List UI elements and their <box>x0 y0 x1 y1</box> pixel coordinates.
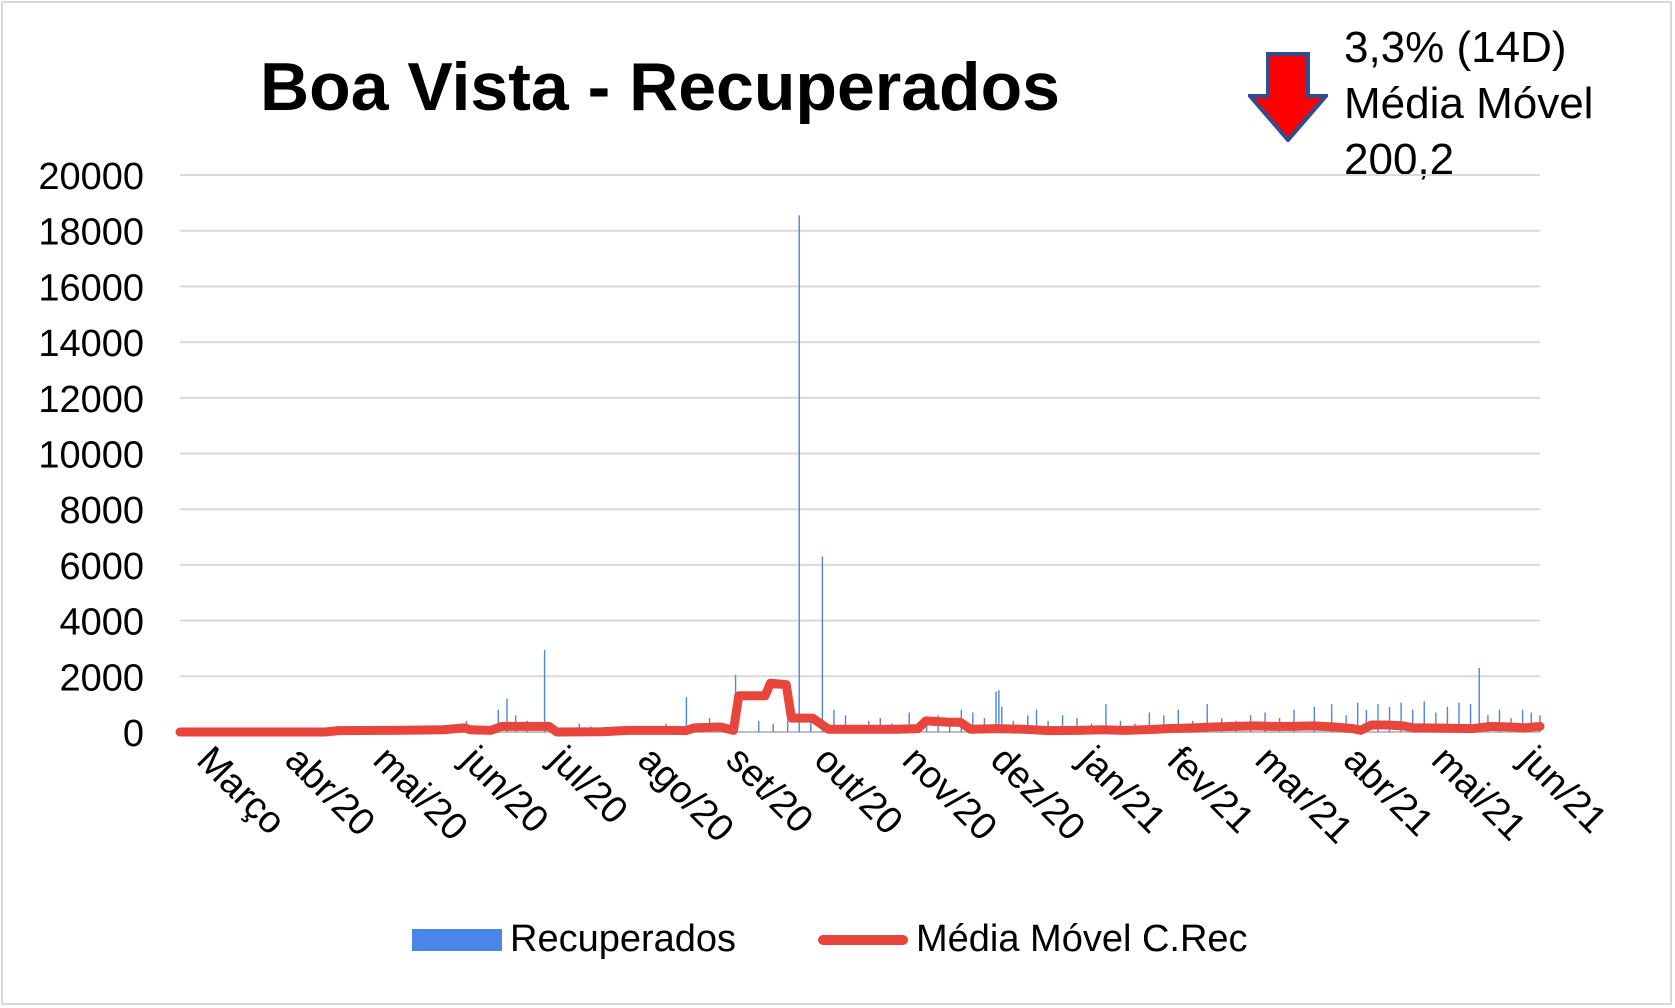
bar-recuperados <box>1377 704 1379 732</box>
x-tick-label: abr/20 <box>277 739 383 845</box>
x-tick-label: Março <box>189 739 293 843</box>
x-tick-label: nov/20 <box>894 739 1004 849</box>
recuperados-bars <box>347 215 1541 732</box>
y-tick-label: 18000 <box>38 212 144 254</box>
bar-recuperados <box>998 690 1000 732</box>
bar-recuperados <box>1446 706 1449 732</box>
y-tick-label: 14000 <box>38 323 144 365</box>
bar-recuperados <box>1400 702 1402 732</box>
y-tick-label: 8000 <box>59 490 144 532</box>
x-tick-label: out/20 <box>806 739 910 843</box>
bar-recuperados <box>833 709 835 732</box>
bar-recuperados <box>821 556 824 732</box>
bar-recuperados <box>1388 706 1391 732</box>
bar-recuperados <box>1469 704 1472 732</box>
legend-swatch-line <box>818 934 908 945</box>
bar-recuperados <box>1061 715 1064 732</box>
bar-recuperados <box>1027 715 1029 732</box>
x-tick-label: fev/21 <box>1159 739 1262 842</box>
bar-recuperados <box>1076 718 1078 732</box>
bar-recuperados <box>1293 709 1295 732</box>
gridlines <box>180 174 1540 733</box>
bar-recuperados <box>506 698 508 732</box>
legend: Recuperados Média Móvel C.Rec <box>0 918 1675 968</box>
y-tick-label: 0 <box>123 713 144 755</box>
y-axis-ticks: 0 2000 4000 6000 8000 10000 12000 14000 16000 180… <box>38 156 144 755</box>
x-tick-label: jul/20 <box>541 738 636 833</box>
legend-label-media-movel: Média Móvel C.Rec <box>916 918 1248 960</box>
bar-recuperados <box>1163 715 1165 732</box>
bar-recuperados <box>1357 702 1359 732</box>
x-tick-label: mar/21 <box>1247 739 1360 852</box>
chart-title: Boa Vista - Recuperados <box>260 49 1060 125</box>
x-tick-label: ago/20 <box>630 739 742 851</box>
bar-recuperados <box>772 723 774 732</box>
x-tick-label: mai/20 <box>365 739 475 849</box>
bar-recuperados <box>1423 701 1425 732</box>
bar-recuperados <box>1148 712 1151 732</box>
bar-recuperados <box>497 709 499 732</box>
y-tick-label: 12000 <box>38 379 144 421</box>
x-tick-label: dez/20 <box>982 739 1092 849</box>
bar-recuperados <box>908 712 910 732</box>
y-tick-label: 4000 <box>59 602 144 644</box>
bar-recuperados <box>1313 706 1315 732</box>
bar-recuperados <box>1411 709 1414 732</box>
down-arrow-icon <box>1248 52 1328 142</box>
bar-recuperados <box>810 718 812 732</box>
bar-recuperados <box>1105 704 1107 732</box>
bar-recuperados <box>1330 704 1333 732</box>
y-tick-label: 20000 <box>38 156 144 198</box>
y-tick-label: 10000 <box>38 435 144 477</box>
y-tick-label: 16000 <box>38 267 144 309</box>
bar-recuperados <box>972 712 974 732</box>
bar-recuperados <box>1206 704 1208 732</box>
bar-recuperados <box>1478 667 1480 732</box>
y-tick-label: 2000 <box>59 657 144 699</box>
bar-recuperados <box>995 691 997 732</box>
media-movel-line-layer <box>175 678 1545 737</box>
bar-recuperados <box>1177 709 1179 732</box>
x-axis-ticks: Marçoabr/20mai/20jun/20jul/20ago/20set/2… <box>189 738 1615 852</box>
legend-item-recuperados: Recuperados <box>412 918 736 961</box>
bar-recuperados <box>1365 709 1368 732</box>
bar-recuperados <box>543 649 546 732</box>
bar-recuperados <box>1001 706 1003 732</box>
bar-recuperados <box>844 715 847 732</box>
bar-recuperados <box>1521 709 1524 732</box>
bar-recuperados <box>1498 709 1501 732</box>
indicator-percent: 3,3% (14D) <box>1344 23 1567 72</box>
bar-recuperados <box>1530 712 1533 732</box>
y-tick-label: 6000 <box>59 546 144 588</box>
bar-recuperados <box>786 720 789 732</box>
indicator-text: 3,3% (14D) Média Móvel 200,2 <box>1344 20 1593 188</box>
line-media-movel <box>175 678 1545 737</box>
legend-item-media-movel: Média Móvel C.Rec <box>818 918 1248 961</box>
bar-recuperados <box>1458 702 1460 732</box>
legend-label-recuperados: Recuperados <box>510 918 737 960</box>
bar-recuperados <box>758 720 760 732</box>
indicator-label: Média Móvel <box>1344 79 1594 128</box>
bar-recuperados <box>798 215 800 732</box>
bar-recuperados <box>1435 712 1437 732</box>
legend-swatch-bar <box>412 928 502 951</box>
bar-recuperados <box>685 697 688 732</box>
x-tick-label: mai/21 <box>1423 739 1533 849</box>
bar-recuperados <box>1035 709 1038 732</box>
